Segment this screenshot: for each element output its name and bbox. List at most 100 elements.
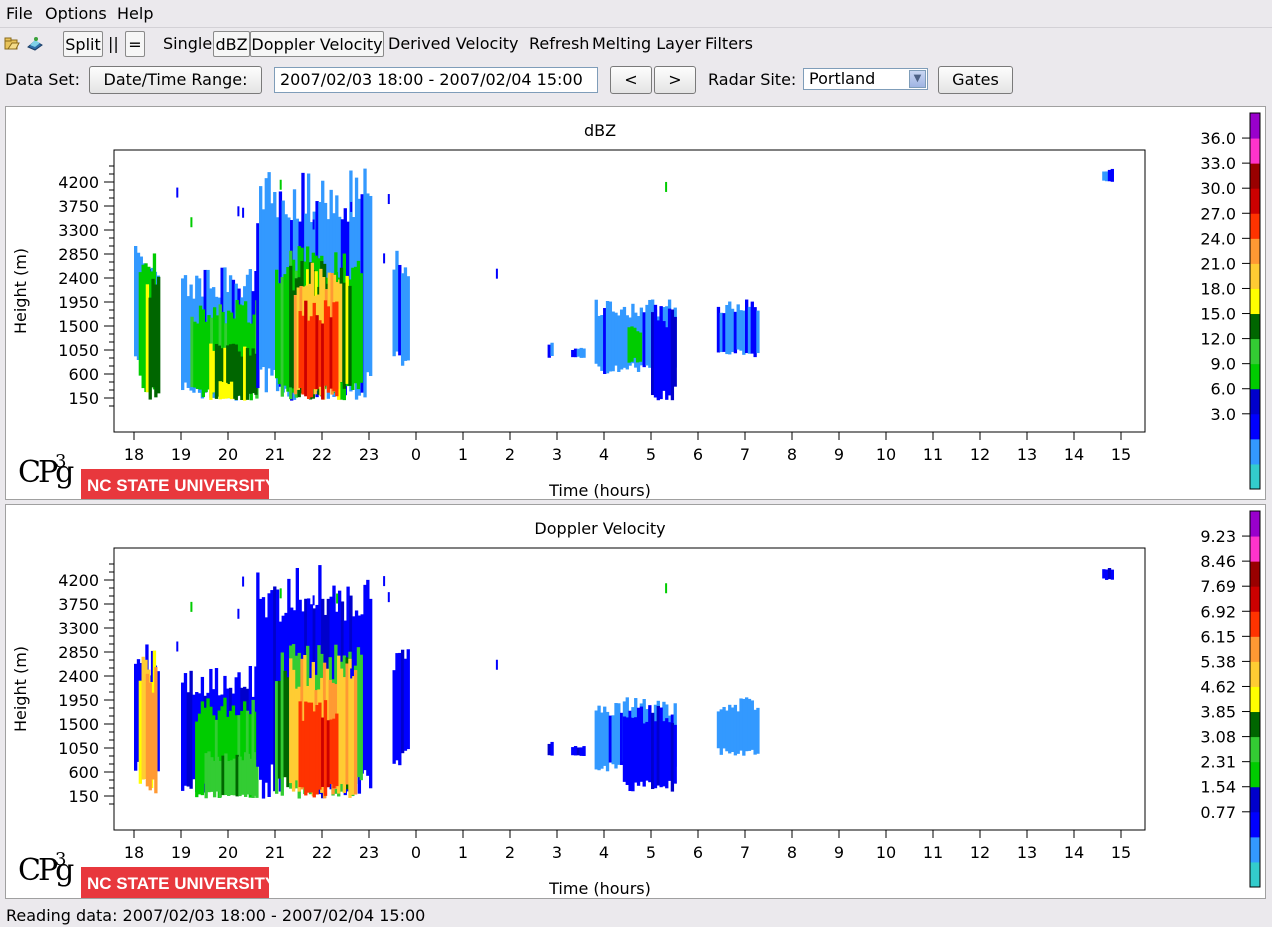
echo-cell	[237, 351, 241, 396]
echo-cell	[342, 677, 346, 793]
colorbar-label: 7.69	[1200, 577, 1236, 596]
echo-cell	[582, 348, 586, 358]
echo-speckle	[312, 595, 315, 606]
echo-speckle	[336, 272, 339, 283]
colorbar-segment	[1250, 786, 1260, 813]
echo-cell	[243, 701, 247, 788]
echo-speckle	[336, 593, 339, 604]
nc-state-logo: NC STATE UNIVERSITY	[81, 867, 277, 898]
previous-button[interactable]: <	[610, 66, 652, 94]
echo-speckle	[237, 206, 240, 217]
colorbar-label: 30.0	[1200, 179, 1236, 198]
colorbar-label: 18.0	[1200, 279, 1236, 298]
derived-velocity-button[interactable]: Derived Velocity	[388, 34, 519, 53]
echo-cell	[298, 311, 302, 389]
echo-cell	[254, 353, 258, 395]
echo-cell	[611, 311, 615, 372]
echo-cell	[145, 284, 150, 393]
next-button[interactable]: >	[654, 66, 696, 94]
echo-cell	[241, 305, 245, 391]
echo-cell	[306, 320, 311, 399]
echo-cell	[600, 315, 604, 371]
echo-speckle	[190, 601, 193, 612]
echo-cell	[261, 209, 266, 368]
datetime-range-button[interactable]: Date/Time Range:	[89, 66, 262, 94]
chevron-down-icon[interactable]: ▼	[909, 70, 926, 88]
echo-cell	[243, 346, 247, 401]
echo-cell	[277, 283, 282, 385]
single-button[interactable]: Single	[163, 34, 213, 53]
gates-button[interactable]: Gates	[938, 66, 1013, 94]
echo-cell	[228, 344, 233, 393]
refresh-button[interactable]: Refresh	[529, 34, 590, 53]
menu-help[interactable]: Help	[117, 4, 154, 23]
x-tick-label: 14	[1064, 843, 1084, 862]
x-tick-label: 9	[834, 843, 844, 862]
x-tick-label: 1	[458, 445, 468, 464]
x-tick-label: 2	[505, 843, 515, 862]
echo-speckle	[665, 181, 668, 192]
echo-cell	[232, 758, 237, 796]
echo-speckle	[383, 253, 386, 264]
echo-cell	[656, 320, 660, 401]
echo-cell	[619, 309, 624, 370]
echo-cell	[622, 716, 627, 782]
colorbar-label: 33.0	[1200, 154, 1236, 173]
split-button[interactable]: Split	[63, 31, 103, 57]
colorbar-segment	[1250, 313, 1260, 340]
echo-cell	[267, 593, 271, 797]
echo-cell	[1102, 569, 1106, 579]
echo-cell	[186, 296, 190, 388]
echo-cell	[594, 299, 598, 364]
dbz-toggle[interactable]: dBZ	[213, 31, 250, 57]
x-tick-label: 2	[505, 445, 515, 464]
x-tick-label: 13	[1017, 445, 1037, 464]
echo-cell	[214, 343, 219, 399]
colorbar-segment	[1250, 263, 1260, 289]
y-tick-label: 4200	[58, 571, 99, 590]
echo-cell	[635, 331, 640, 363]
book-icon[interactable]	[27, 35, 43, 51]
echo-cell	[323, 700, 328, 796]
datetime-range-field[interactable]: 2007/02/03 18:00 - 2007/02/04 15:00	[274, 67, 598, 93]
echo-cell	[359, 273, 363, 383]
colorbar-segment	[1250, 836, 1260, 863]
echo-speckle	[176, 187, 179, 198]
horizontal-split-button[interactable]: =	[125, 31, 145, 57]
echo-cell	[329, 719, 333, 785]
echo-cell	[665, 327, 669, 400]
colorbar-label: 12.0	[1200, 330, 1236, 349]
echo-cell	[736, 304, 740, 350]
filters-button[interactable]: Filters	[705, 34, 753, 53]
echo-cell	[237, 715, 241, 786]
echo-cell	[359, 654, 363, 781]
echo-speckle	[387, 194, 390, 205]
radar-site-select[interactable]: Portland ▼	[803, 68, 928, 90]
menu-options[interactable]: Options	[45, 4, 107, 23]
echo-cell	[206, 698, 210, 787]
echo-cell	[294, 688, 299, 781]
doppler-velocity-toggle[interactable]: Doppler Velocity	[250, 31, 384, 57]
echo-cell	[335, 713, 339, 787]
echo-cell	[286, 267, 290, 392]
echo-cell	[326, 306, 331, 393]
x-tick-label: 23	[359, 445, 379, 464]
echo-cell	[614, 312, 618, 366]
echo-cell	[550, 342, 554, 356]
vertical-split-button[interactable]: ||	[108, 34, 119, 53]
echo-cell	[291, 290, 296, 389]
echo-cell	[547, 743, 551, 756]
echo-cell	[229, 760, 234, 796]
echo-cell	[197, 713, 202, 795]
echo-cell	[653, 721, 658, 789]
radar-site-label: Radar Site:	[708, 70, 797, 89]
y-tick-label: 1950	[58, 293, 99, 312]
open-folder-icon[interactable]	[4, 35, 20, 51]
echo-cell	[398, 264, 402, 356]
echo-cell	[605, 711, 610, 772]
echo-cell	[369, 598, 373, 789]
melting-layer-button[interactable]: Melting Layer	[592, 34, 701, 53]
echo-cell	[342, 282, 346, 389]
menu-file[interactable]: File	[6, 4, 33, 23]
logo-cpg-text: CPg	[18, 853, 74, 888]
